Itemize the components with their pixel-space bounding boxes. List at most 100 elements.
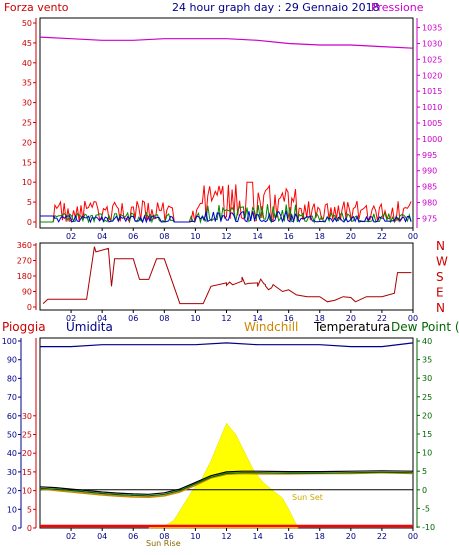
wind-ytick-label: 50 [22, 19, 32, 28]
direction-xtick-label: 20 [346, 314, 356, 323]
pressure-ytick-label: 1025 [422, 55, 442, 64]
wind-ytick-label: 20 [22, 138, 32, 147]
pressure-ytick-label: 1005 [422, 119, 442, 128]
temperature-line [39, 470, 414, 495]
wind-xtick-label: 16 [284, 232, 294, 241]
humidity-ytick-label: 40 [7, 449, 17, 458]
pressure-ytick-label: 1030 [422, 39, 442, 48]
pressure-ytick-label: 995 [422, 151, 437, 160]
direction-ytick-label: 180 [17, 272, 32, 281]
humidity-ytick-label: 0 [12, 524, 17, 533]
direction-xtick-label: 06 [128, 314, 138, 323]
direction-xtick-label: 22 [377, 314, 387, 323]
temperature-ytick-label: 10 [422, 449, 432, 458]
humidity-ytick-label: 60 [7, 412, 17, 421]
humidity-ytick-label: 20 [7, 487, 17, 496]
rain-ytick-label: 25 [22, 431, 32, 440]
wind-ytick-label: 45 [22, 39, 32, 48]
direction-ytick-label: 90 [22, 288, 32, 297]
temperature-xtick-label: 08 [159, 532, 169, 541]
wind-pressure-panel: Forza vento 24 hour graph day : 29 Genna… [4, 1, 442, 241]
pressure-ytick-label: 990 [422, 167, 437, 176]
wind-xtick-label: 06 [128, 232, 138, 241]
wind-xtick-label: 20 [346, 232, 356, 241]
humidity-ytick-label: 70 [7, 393, 17, 402]
wind-xtick-label: 08 [159, 232, 169, 241]
humidity-ytick-label: 50 [7, 431, 17, 440]
wind-xtick-label: 04 [97, 232, 107, 241]
wind-xtick-label: 02 [66, 232, 76, 241]
compass-label: N [436, 301, 445, 315]
sunset-label: Sun Set [292, 493, 323, 502]
temperature-ytick-label: 5 [422, 467, 427, 476]
wind-average-line [40, 204, 412, 224]
dewpoint-line [39, 471, 414, 497]
temperature-ytick-label: 30 [422, 374, 432, 383]
legend-temperature: Temperatura [313, 320, 390, 334]
direction-xtick-label: 14 [252, 314, 262, 323]
rain-ytick-label: 10 [22, 487, 32, 496]
temperature-ytick-label: 25 [422, 393, 432, 402]
temperature-xtick-label: 14 [252, 532, 262, 541]
direction-ytick-label: 360 [17, 241, 32, 250]
wind-xtick-label: 12 [221, 232, 231, 241]
wind-xtick-label: 10 [190, 232, 200, 241]
pressure-ytick-label: 985 [422, 183, 437, 192]
legend-rain: Pioggia [2, 320, 46, 334]
wind-ytick-label: 15 [22, 158, 32, 167]
wind-xtick-label: 18 [315, 232, 325, 241]
direction-xtick-label: 08 [159, 314, 169, 323]
compass-label: S [436, 270, 444, 284]
direction-xtick-label: 04 [97, 314, 107, 323]
temperature-xtick-label: 02 [66, 532, 76, 541]
direction-panel-frame [39, 242, 414, 311]
rain-ytick-label: 15 [22, 468, 32, 477]
wind-xtick-label: 14 [252, 232, 262, 241]
wind-ytick-label: 25 [22, 119, 32, 128]
legend-dewpoint: Dew Point (°C [391, 320, 459, 334]
pressure-ytick-label: 975 [422, 214, 437, 223]
direction-xtick-label: 00 [408, 314, 418, 323]
compass-label: N [436, 239, 445, 253]
pressure-ytick-label: 1015 [422, 87, 442, 96]
compass-label: W [436, 255, 448, 269]
pressure-ytick-label: 1000 [422, 135, 442, 144]
temperature-xtick-label: 04 [97, 532, 107, 541]
wind-xtick-label: 00 [408, 232, 418, 241]
chart-title: 24 hour graph day : 29 Gennaio 2018 [172, 1, 380, 14]
legend-windchill: Windchill [244, 320, 298, 334]
temperature-ytick-label: 0 [422, 486, 427, 495]
pressure-line [39, 36, 414, 49]
temperature-ytick-label: -10 [422, 523, 435, 532]
direction-xtick-label: 02 [66, 314, 76, 323]
wind-panel-frame [39, 17, 414, 229]
temperature-ytick-label: 35 [422, 356, 432, 365]
wind-ytick-label: 40 [22, 59, 32, 68]
temperature-panel: Pioggia Umidita Windchill Temperatura De… [2, 320, 459, 548]
humidity-ytick-label: 100 [2, 337, 17, 346]
compass-label: E [436, 286, 444, 300]
temperature-xtick-label: 12 [221, 532, 231, 541]
wind-direction-line [42, 246, 412, 305]
pressure-ytick-label: 1035 [422, 24, 442, 33]
temperature-xtick-label: 06 [128, 532, 138, 541]
wind-ytick-label: 0 [27, 218, 32, 227]
temperature-xtick-label: 00 [408, 532, 418, 541]
wind-ytick-label: 35 [22, 79, 32, 88]
humidity-ytick-label: 80 [7, 374, 17, 383]
pressure-ytick-label: 980 [422, 199, 437, 208]
temperature-xtick-label: 10 [190, 532, 200, 541]
wind-axis-label: Forza vento [4, 1, 69, 14]
temperature-xtick-label: 20 [346, 532, 356, 541]
direction-xtick-label: 16 [284, 314, 294, 323]
temperature-xtick-label: 22 [377, 532, 387, 541]
pressure-ytick-label: 1020 [422, 71, 442, 80]
direction-xtick-label: 18 [315, 314, 325, 323]
temperature-ytick-label: 40 [422, 337, 432, 346]
humidity-ytick-label: 10 [7, 505, 17, 514]
pressure-ytick-label: 1010 [422, 103, 442, 112]
rain-ytick-label: 0 [27, 524, 32, 533]
